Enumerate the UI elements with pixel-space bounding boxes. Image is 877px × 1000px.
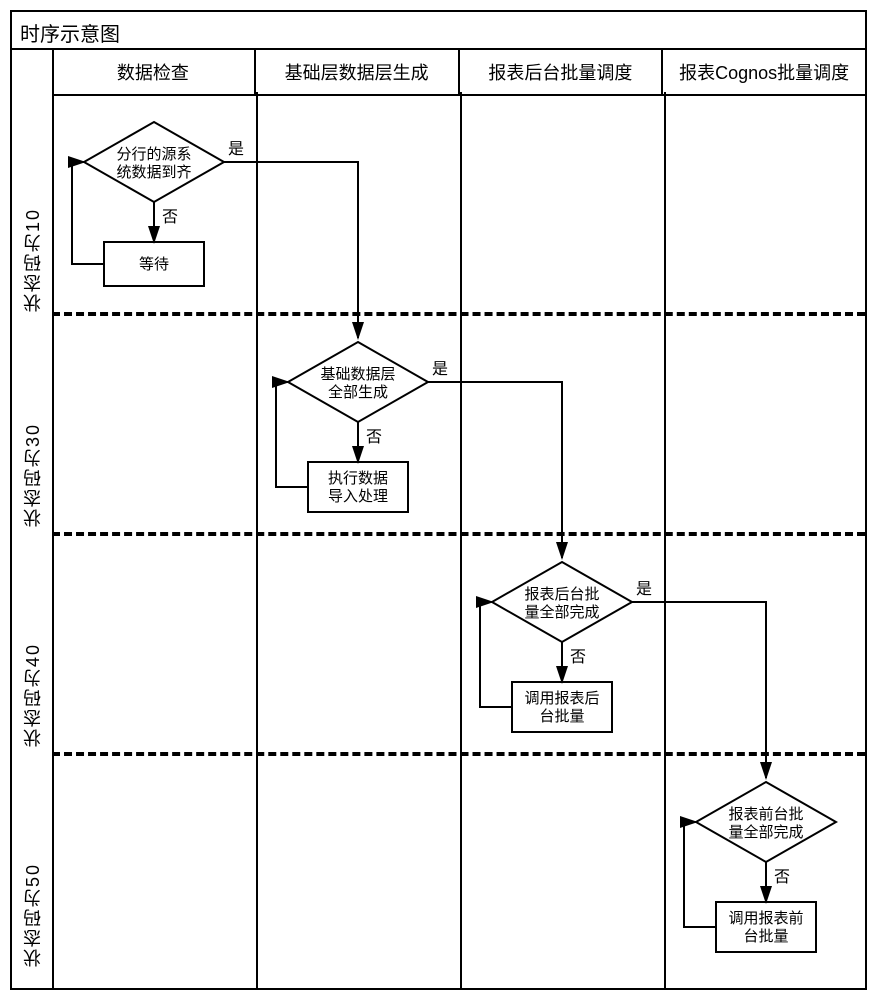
decision-text1-1: 基础数据层 <box>320 366 395 383</box>
decision-text2-3: 量全部完成 <box>728 823 803 841</box>
process-text1-3: 调用报表前 <box>728 910 803 927</box>
col-divider-0 <box>256 92 258 988</box>
no-label-2: 否 <box>570 649 586 666</box>
process-2 <box>512 682 612 732</box>
process-text1-1: 执行数据 <box>328 470 388 487</box>
decision-text2-0: 统数据到齐 <box>116 164 191 181</box>
loop-flow-0 <box>72 162 104 264</box>
lane-label-2: 状态码为40 <box>20 567 46 747</box>
col-header-4: 报表Cognos批量调度 <box>663 50 865 94</box>
flow-overlay: 分行的源系统数据到齐等待是否基础数据层全部生成执行数据导入处理是否报表后台批量全… <box>12 12 865 988</box>
loop-flow-1 <box>276 382 308 487</box>
lane-label-3: 状态码为50 <box>20 787 46 967</box>
col-divider-2 <box>664 92 666 988</box>
no-label-1: 否 <box>366 429 382 446</box>
process-1 <box>308 462 408 512</box>
decision-text1-2: 报表后台批 <box>524 586 599 603</box>
decision-2 <box>492 562 632 642</box>
decision-text2-1: 全部生成 <box>328 383 388 401</box>
yes-label-2: 是 <box>636 581 652 598</box>
process-text2-2: 台批量 <box>539 708 584 725</box>
loop-flow-3 <box>684 822 716 927</box>
process-text1-0: 等待 <box>139 255 169 273</box>
lane-divider-2 <box>52 752 865 756</box>
yes-label-1: 是 <box>432 361 448 378</box>
col-header-2: 基础层数据层生成 <box>256 50 460 94</box>
column-headers: 数据检查 基础层数据层生成 报表后台批量调度 报表Cognos批量调度 <box>52 48 865 96</box>
lane-label-0: 状态码为10 <box>20 132 46 312</box>
process-text2-1: 导入处理 <box>328 488 388 505</box>
decision-text2-2: 量全部完成 <box>524 603 599 621</box>
process-text1-2: 调用报表后 <box>524 690 599 707</box>
decision-text1-3: 报表前台批 <box>728 806 803 823</box>
no-label-3: 否 <box>774 869 790 886</box>
diagram-container: 时序示意图 数据检查 基础层数据层生成 报表后台批量调度 报表Cognos批量调… <box>10 10 867 990</box>
col-header-1: 数据检查 <box>52 50 256 94</box>
yes-label-0: 是 <box>228 141 244 158</box>
decision-0 <box>84 122 224 202</box>
lane-label-1: 状态码为30 <box>20 347 46 527</box>
lane-divider-1 <box>52 532 865 536</box>
process-3 <box>716 902 816 952</box>
decision-1 <box>288 342 428 422</box>
loop-flow-2 <box>480 602 512 707</box>
process-text2-3: 台批量 <box>743 928 788 945</box>
no-label-0: 否 <box>162 209 178 226</box>
process-0 <box>104 242 204 286</box>
diagram-title: 时序示意图 <box>20 18 120 47</box>
lane-divider-0 <box>52 312 865 316</box>
decision-3 <box>696 782 836 862</box>
col-header-3: 报表后台批量调度 <box>460 50 664 94</box>
col-divider-1 <box>460 92 462 988</box>
decision-text1-0: 分行的源系 <box>116 146 191 163</box>
